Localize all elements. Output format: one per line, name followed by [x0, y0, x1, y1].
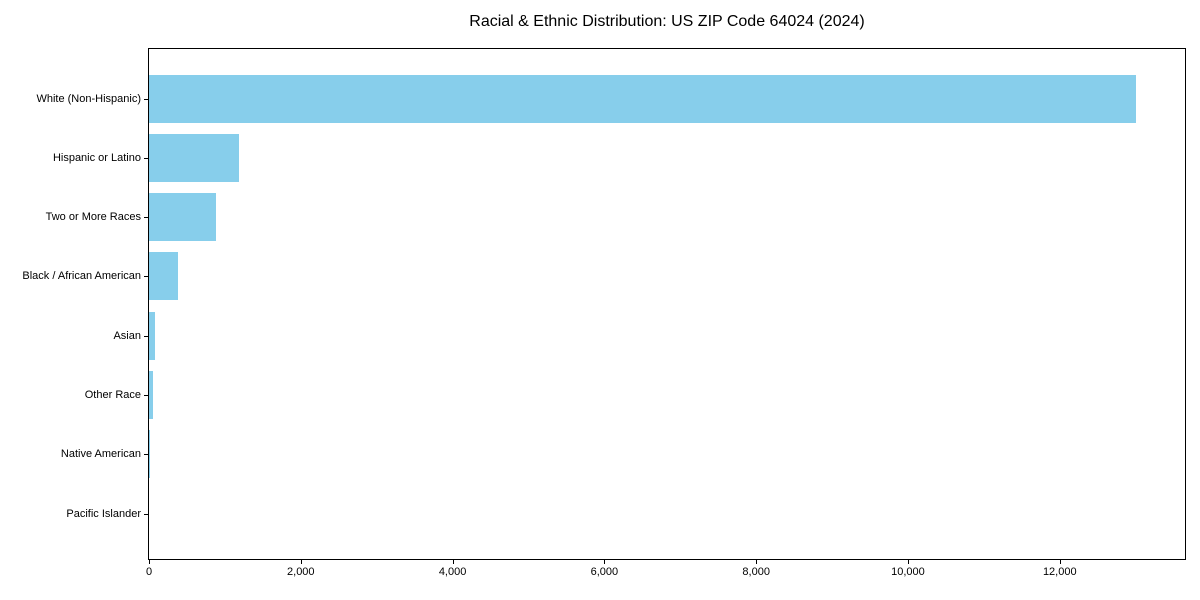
x-axis-tick — [452, 560, 454, 564]
x-tick-label: 4,000 — [438, 566, 467, 578]
x-axis-tick — [604, 560, 606, 564]
y-axis-tick — [144, 395, 148, 396]
bar — [149, 74, 1136, 123]
x-tick-label: 8,000 — [742, 566, 770, 578]
bar — [149, 371, 154, 419]
x-axis-tick — [1059, 560, 1061, 564]
chart-title: Racial & Ethnic Distribution: US ZIP Cod… — [469, 13, 865, 30]
x-tick-label: 12,000 — [1042, 566, 1077, 578]
y-axis-label: Two or More Races — [45, 211, 141, 224]
plot-area — [148, 48, 1186, 560]
y-axis-tick — [144, 335, 148, 337]
y-axis-label: White (Non-Hispanic) — [36, 92, 141, 105]
y-axis-label: Hispanic or Latino — [52, 151, 141, 164]
y-axis-label: Black / African American — [22, 270, 141, 283]
x-tick-label: 10,000 — [891, 566, 925, 578]
x-tick-label: 6,000 — [590, 566, 619, 578]
x-tick-label: 0 — [145, 566, 153, 578]
y-axis-tick — [144, 513, 148, 515]
x-axis-tick — [907, 560, 909, 564]
y-axis-tick — [144, 276, 148, 278]
y-axis-label: Other Race — [84, 389, 141, 401]
x-axis-tick — [149, 560, 150, 564]
bar — [149, 252, 179, 301]
y-axis-tick — [144, 454, 148, 456]
y-axis-label: Native American — [60, 448, 141, 461]
bar — [149, 311, 156, 360]
bar — [149, 133, 240, 182]
y-axis-tick — [144, 157, 148, 159]
y-axis-tick — [144, 98, 148, 100]
y-axis-tick — [144, 217, 148, 219]
x-axis-tick — [300, 560, 302, 564]
x-tick-label: 2,000 — [287, 566, 315, 578]
bar — [149, 193, 217, 242]
y-axis-label: Asian — [113, 329, 141, 342]
x-axis-tick — [756, 560, 758, 564]
bar — [149, 430, 151, 479]
y-axis-label: Pacific Islander — [66, 507, 141, 520]
